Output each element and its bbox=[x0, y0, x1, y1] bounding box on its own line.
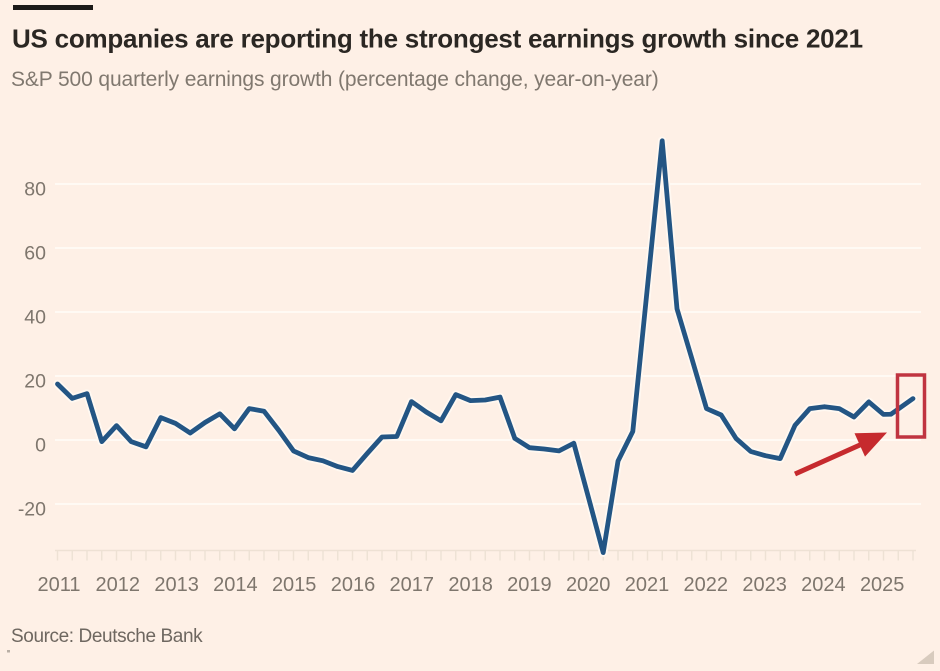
svg-text:2019: 2019 bbox=[507, 574, 552, 596]
svg-text:2012: 2012 bbox=[96, 574, 141, 596]
svg-text:-20: -20 bbox=[18, 499, 46, 521]
svg-text:2023: 2023 bbox=[742, 574, 787, 596]
svg-text:US companies are reporting the: US companies are reporting the strongest… bbox=[12, 24, 863, 54]
svg-text:2016: 2016 bbox=[331, 574, 376, 596]
svg-text:2013: 2013 bbox=[154, 574, 199, 596]
svg-text:40: 40 bbox=[24, 307, 46, 329]
svg-text:2021: 2021 bbox=[625, 574, 670, 596]
svg-text:2020: 2020 bbox=[566, 574, 611, 596]
svg-text:0: 0 bbox=[35, 435, 46, 457]
svg-text:2015: 2015 bbox=[272, 574, 317, 596]
svg-text:2014: 2014 bbox=[213, 574, 258, 596]
svg-text:20: 20 bbox=[24, 371, 46, 393]
svg-text:2025: 2025 bbox=[860, 574, 905, 596]
svg-text:2022: 2022 bbox=[684, 574, 729, 596]
svg-text:2017: 2017 bbox=[390, 574, 435, 596]
svg-text:80: 80 bbox=[24, 179, 46, 201]
svg-text:2011: 2011 bbox=[37, 574, 80, 596]
svg-text:2024: 2024 bbox=[801, 574, 846, 596]
svg-text:Source: Deutsche Bank: Source: Deutsche Bank bbox=[11, 626, 203, 647]
svg-text:60: 60 bbox=[24, 243, 46, 265]
svg-text:2018: 2018 bbox=[448, 574, 493, 596]
svg-text:S&P 500 quarterly earnings gro: S&P 500 quarterly earnings growth (perce… bbox=[11, 68, 659, 91]
